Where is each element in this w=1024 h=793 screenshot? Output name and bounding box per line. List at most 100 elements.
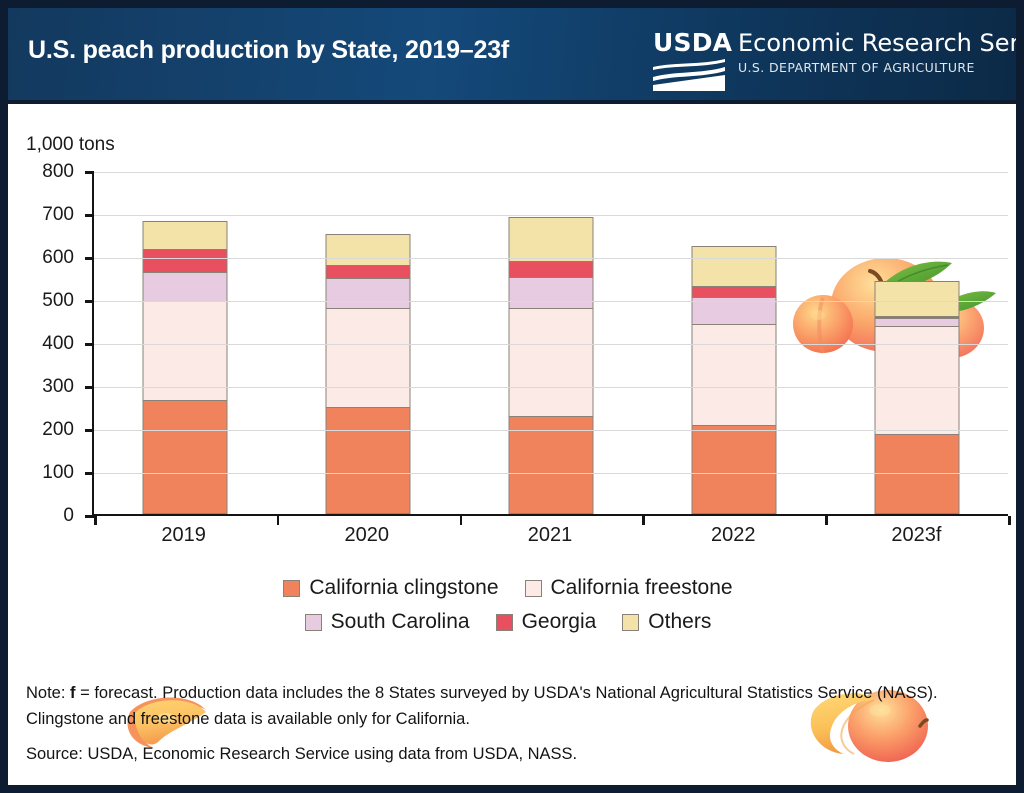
- stacked-bar[interactable]: [691, 245, 777, 514]
- gridline: [94, 301, 1008, 302]
- y-axis-tick-label: 700: [42, 204, 74, 225]
- stacked-bar[interactable]: [325, 234, 411, 514]
- legend-color-swatch: [524, 579, 542, 597]
- legend-color-swatch: [283, 579, 301, 597]
- legend-item[interactable]: Georgia: [495, 610, 597, 634]
- x-axis-tick: [94, 516, 97, 525]
- y-axis-tick-label: 500: [42, 290, 74, 311]
- bar-slot-2022: [642, 172, 825, 514]
- bar-group: [94, 172, 1008, 514]
- gridline: [94, 430, 1008, 431]
- stacked-bar[interactable]: [874, 280, 960, 514]
- legend-label: Georgia: [521, 610, 597, 633]
- legend-label: South Carolina: [330, 610, 470, 633]
- bar-segment[interactable]: [142, 271, 228, 302]
- note-body: = forecast. Production data includes the…: [26, 684, 938, 729]
- usda-logo-mark: USDA: [653, 30, 732, 92]
- y-axis-tick-label: 400: [42, 333, 74, 354]
- bar-segment[interactable]: [142, 399, 228, 514]
- x-axis-label: 2020: [344, 524, 390, 546]
- gridline: [94, 258, 1008, 259]
- bar-segment[interactable]: [325, 234, 411, 265]
- legend-label: Others: [648, 610, 712, 633]
- y-axis-tick-label: 0: [63, 505, 74, 526]
- bar-segment[interactable]: [874, 280, 960, 317]
- gridline: [94, 387, 1008, 388]
- legend-item[interactable]: California freestone: [524, 576, 733, 600]
- bar-segment[interactable]: [874, 318, 960, 326]
- legend-row: South Carolina Georgia Others: [8, 610, 1008, 634]
- chart-plot-area: 800 700 600 500 400 300 200 100 0 2019 2020 2021 20…: [8, 161, 1011, 546]
- y-axis-unit-label: 1,000 tons: [26, 134, 115, 155]
- gridline: [94, 172, 1008, 173]
- x-axis-tick: [825, 516, 828, 525]
- legend-item[interactable]: California clingstone: [283, 576, 499, 600]
- legend-color-swatch: [622, 613, 640, 631]
- bar-segment[interactable]: [142, 301, 228, 400]
- bar-segment[interactable]: [691, 245, 777, 286]
- y-axis-tick: [85, 343, 94, 346]
- y-axis-tick-label: 200: [42, 419, 74, 440]
- bar-segment[interactable]: [508, 217, 594, 261]
- bar-segment[interactable]: [508, 260, 594, 277]
- legend-row: California clingstone California freeston…: [8, 576, 1008, 600]
- usda-agency-text: Economic Research Service U.S. DEPARTMEN…: [738, 30, 1016, 75]
- y-axis-tick-label: 800: [42, 161, 74, 182]
- x-axis-tick: [276, 516, 280, 525]
- bar-segment[interactable]: [325, 264, 411, 278]
- agency-name: Economic Research Service: [738, 29, 1016, 57]
- chart-legend: California clingstone California freeston…: [8, 576, 1008, 644]
- stacked-bar[interactable]: [142, 220, 228, 514]
- bar-segment[interactable]: [325, 307, 411, 408]
- bar-segment[interactable]: [508, 415, 594, 514]
- chart-footnotes: Note: f = forecast. Production data incl…: [26, 680, 1002, 767]
- bar-segment[interactable]: [874, 325, 960, 435]
- note-line: Note: f = forecast. Production data incl…: [26, 680, 1002, 733]
- bar-slot-2019: [94, 172, 277, 514]
- x-axis-label: 2022: [710, 524, 756, 546]
- legend-color-swatch: [304, 613, 322, 631]
- bar-segment[interactable]: [691, 285, 777, 298]
- legend-label: California freestone: [550, 576, 733, 599]
- bar-segment[interactable]: [874, 316, 960, 319]
- bar-segment[interactable]: [325, 277, 411, 308]
- gridline: [94, 344, 1008, 345]
- legend-label: California clingstone: [309, 576, 499, 599]
- legend-item[interactable]: Others: [622, 610, 711, 634]
- peach-slice-illustration: [127, 697, 206, 748]
- y-axis-tick-label: 600: [42, 247, 74, 268]
- bar-slot-2021: [460, 172, 643, 514]
- bar-segment[interactable]: [691, 424, 777, 514]
- y-axis-tick: [85, 386, 94, 389]
- y-axis-tick: [85, 171, 94, 174]
- legend-item[interactable]: South Carolina: [304, 610, 470, 634]
- plot-canvas: [85, 171, 1011, 525]
- x-axis-tick: [1008, 516, 1011, 525]
- y-axis-tick: [85, 429, 94, 432]
- bar-segment[interactable]: [508, 308, 594, 416]
- x-axis-tick: [459, 516, 463, 525]
- gridline: [94, 473, 1008, 474]
- stacked-bar[interactable]: [508, 217, 594, 514]
- bar-segment[interactable]: [691, 323, 777, 425]
- usda-logo-lockup: USDA Economic Research Service U.S. DEPA…: [653, 30, 1016, 92]
- y-axis-labels: 800 700 600 500 400 300 200 100 0: [18, 161, 74, 532]
- bar-segment[interactable]: [142, 220, 228, 249]
- x-axis-label: 2019: [161, 524, 206, 546]
- y-axis-tick: [85, 257, 94, 260]
- x-axis-labels: 2019 2020 2021 2022 2023f: [92, 524, 1008, 547]
- page-title: U.S. peach production by State, 2019–23f: [28, 36, 510, 64]
- y-axis-tick: [85, 515, 94, 518]
- bar-segment[interactable]: [142, 248, 228, 272]
- y-axis-tick-label: 100: [42, 462, 74, 483]
- x-axis-tick: [642, 516, 645, 525]
- usda-swoosh-icon: [653, 59, 725, 91]
- bar-segment[interactable]: [325, 407, 411, 514]
- note-forecast-symbol: f: [70, 684, 76, 702]
- bar-segment[interactable]: [874, 434, 960, 514]
- bar-segment[interactable]: [508, 276, 594, 309]
- y-axis-tick-label: 300: [42, 376, 74, 397]
- note-prefix: Note:: [26, 684, 71, 702]
- legend-color-swatch: [495, 613, 513, 631]
- bar-slot-2020: [277, 172, 460, 514]
